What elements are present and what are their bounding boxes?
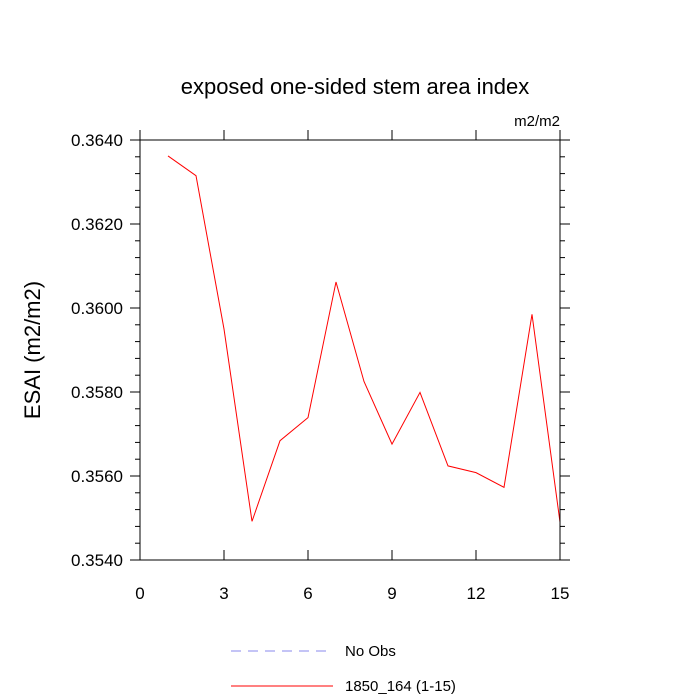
y-tick-label: 0.3580 (71, 383, 123, 402)
x-tick-label: 3 (219, 584, 228, 603)
legend-label: 1850_164 (1-15) (345, 678, 456, 695)
legend-label: No Obs (345, 643, 396, 660)
x-tick-label: 0 (135, 584, 144, 603)
units-label: m2/m2 (514, 113, 560, 130)
y-tick-label: 0.3620 (71, 215, 123, 234)
y-tick-label: 0.3560 (71, 467, 123, 486)
legend: No Obs 1850_164 (1-15) (231, 643, 456, 695)
y-tick-label: 0.3540 (71, 551, 123, 570)
x-tick-label: 6 (303, 584, 312, 603)
tick-labels: 0.3540 0.3560 0.3580 0.3600 0.3620 0.3640 0 3 6 9… (71, 131, 569, 603)
y-axis-label: ESAI (m2/m2) (20, 281, 45, 419)
minor-ticks (135, 139, 565, 561)
x-tick-label: 12 (467, 584, 486, 603)
x-tick-label: 9 (387, 584, 396, 603)
series-line (167, 155, 561, 523)
major-ticks (130, 130, 570, 561)
chart-title: exposed one-sided stem area index (181, 74, 530, 99)
plot-frame (139, 139, 561, 561)
y-tick-label: 0.3640 (71, 131, 123, 150)
x-tick-label: 15 (551, 584, 570, 603)
y-tick-label: 0.3600 (71, 299, 123, 318)
series-layer (167, 155, 561, 523)
